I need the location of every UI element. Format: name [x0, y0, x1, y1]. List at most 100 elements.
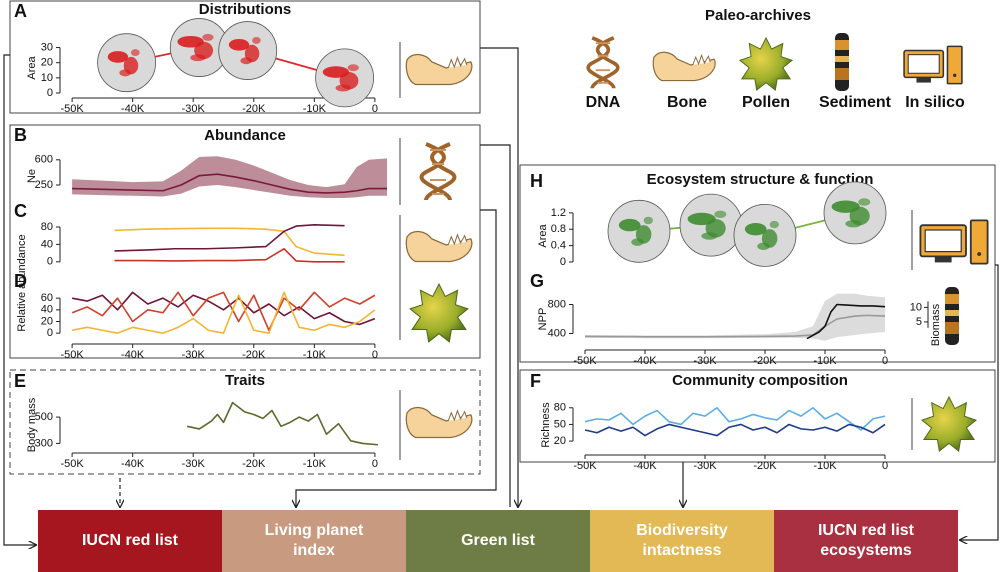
y-tick-label: 0 [47, 327, 53, 339]
archive-label: Pollen [742, 94, 790, 111]
archive-label: DNA [586, 94, 621, 111]
y2-tick-label: 5 [916, 316, 922, 328]
y-tick-label: 20 [554, 435, 566, 447]
bone-icon [405, 53, 473, 86]
series-line [71, 291, 376, 326]
uncertainty-band [72, 156, 387, 198]
range-patch [240, 57, 253, 65]
y-axis-label: Ne [26, 169, 38, 183]
y-tick-label: 40 [41, 238, 53, 250]
x-tick-label: -40K [633, 355, 657, 367]
archive-label: In silico [905, 94, 965, 111]
bone-icon [405, 230, 473, 263]
y-axis-label: NPP [537, 308, 549, 331]
arrow [3, 54, 36, 545]
outcome: IUCN red list [38, 510, 222, 572]
panel-letter: A [14, 1, 27, 21]
y-tick-label: 0 [47, 256, 53, 268]
x-tick-label: -10K [303, 458, 327, 470]
outcome: Green list [406, 510, 590, 572]
range-patch [119, 69, 131, 77]
range-patch [858, 198, 871, 206]
x-tick-label: -30K [182, 349, 206, 361]
y-tick-label: 40 [41, 304, 53, 316]
dna-icon [586, 35, 620, 91]
y-tick-label: 250 [35, 179, 53, 191]
frame-bcd [9, 124, 481, 359]
dna-icon [422, 144, 455, 200]
series-line [114, 223, 345, 252]
series-line [584, 423, 886, 437]
y-tick-label: 0 [560, 256, 566, 268]
sediment-icon [945, 287, 959, 345]
series-line [806, 303, 886, 340]
frame-e [9, 369, 481, 475]
y-axis-label: Area [537, 224, 549, 248]
x-tick-label: -20K [242, 458, 266, 470]
range-patch [347, 64, 359, 72]
y-axis-label: Relative abundance [16, 234, 28, 331]
panel-letter: F [530, 371, 541, 391]
series-line [114, 227, 345, 257]
x-tick-label: 0 [372, 349, 378, 361]
outcome: Biodiversity intactness [590, 510, 774, 572]
x-tick-label: -20K [753, 460, 777, 472]
series-line [72, 173, 387, 194]
charts: A Distributions Area 0 10 20 30 -50K -40K -30K -20… [14, 1, 942, 472]
x-tick-label: -20K [753, 355, 777, 367]
uncertainty-band [585, 293, 885, 341]
x-tick-label: -50K [60, 458, 84, 470]
x-tick-label: -30K [182, 103, 206, 115]
series-line [71, 291, 376, 332]
y-tick-label: 80 [554, 402, 566, 414]
y-tick-label: 50 [554, 418, 566, 430]
series-line [114, 247, 345, 263]
y-tick-label: 30 [41, 41, 53, 53]
x-tick-label: -40K [633, 460, 657, 472]
range-patch [845, 219, 862, 228]
panel-title: Community composition [672, 372, 848, 389]
range-patch [618, 218, 641, 232]
paleo-archives: Paleo-archives DNA Bone Pollen Sediment … [586, 7, 965, 111]
series-line [186, 401, 378, 446]
panel-letter: D [14, 271, 27, 291]
panel-letter: E [14, 371, 26, 391]
range-patch [107, 51, 129, 63]
y-tick-label: 0 [47, 87, 53, 99]
x-tick-label: -10K [813, 355, 837, 367]
x-tick-label: -50K [573, 460, 597, 472]
bone-icon [652, 51, 716, 82]
x-tick-label: 0 [882, 355, 888, 367]
x-tick-label: -20K [242, 103, 266, 115]
range-patch [769, 220, 779, 229]
x-tick-label: -30K [693, 355, 717, 367]
x-tick-label: -10K [813, 460, 837, 472]
range-patch [228, 38, 250, 51]
archive-label: Sediment [819, 94, 892, 111]
sediment-icon [835, 33, 849, 91]
outcome: Living planet index [222, 510, 406, 572]
y-tick-label: 10 [41, 72, 53, 84]
arrow [960, 264, 999, 540]
bone-icon [405, 406, 473, 439]
y2-axis-label: Biomass [930, 303, 942, 346]
pollen-icon [921, 396, 977, 452]
x-tick-label: -30K [693, 460, 717, 472]
outcome: IUCN red list ecosystems [774, 510, 958, 572]
computer-icon [919, 219, 989, 265]
panel-letter: B [14, 125, 27, 145]
y-tick-label: 0.8 [551, 223, 566, 235]
y-axis-label: Area [26, 56, 38, 80]
panel-title: Distributions [199, 1, 292, 18]
x-tick-label: -20K [242, 349, 266, 361]
y-tick-label: 0.4 [551, 240, 566, 252]
range-patch [757, 242, 770, 250]
range-patch [714, 210, 727, 219]
x-tick-label: 0 [882, 460, 888, 472]
x-tick-label: -50K [60, 103, 84, 115]
pollen-icon [409, 283, 469, 343]
range-patch [190, 54, 206, 62]
icon-separators [399, 42, 913, 460]
